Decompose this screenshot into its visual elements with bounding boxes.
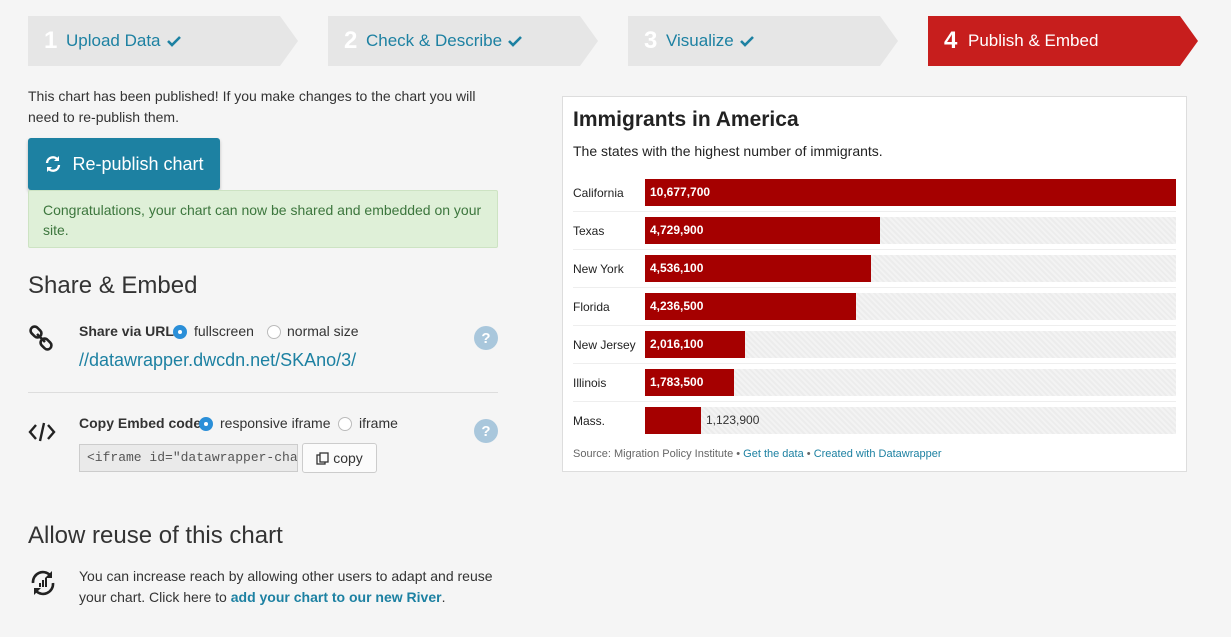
value-label: 4,729,900 [650, 223, 704, 237]
chart-subtitle: The states with the highest number of im… [573, 143, 883, 159]
responsive-iframe-radio[interactable] [199, 417, 213, 431]
refresh-icon [44, 155, 62, 173]
share-embed-heading: Share & Embed [28, 272, 198, 299]
share-url-link[interactable]: //datawrapper.dwcdn.net/SKAno/3/ [79, 350, 357, 370]
river-icon [28, 568, 58, 598]
step-label: Visualize [666, 31, 734, 50]
check-icon [166, 35, 181, 47]
step-number: 1 [44, 27, 58, 54]
reuse-heading: Allow reuse of this chart [28, 522, 283, 549]
category-label: New Jersey [573, 338, 636, 352]
value-label: 1,783,500 [650, 375, 704, 389]
success-alert: Congratulations, your chart can now be s… [28, 190, 498, 248]
step-upload-data[interactable]: 1 Upload Data [28, 16, 298, 66]
copy-label: copy [333, 450, 363, 466]
category-label: New York [573, 262, 624, 276]
bar [645, 293, 856, 320]
value-label: 10,677,700 [650, 185, 711, 199]
embed-code-label: Copy Embed code [79, 415, 202, 431]
step-check-describe[interactable]: 2 Check & Describe [328, 16, 598, 66]
code-icon [28, 421, 56, 443]
step-visualize[interactable]: 3 Visualize [628, 16, 898, 66]
republish-button[interactable]: Re-publish chart [28, 138, 220, 190]
datawrapper-link[interactable]: Created with Datawrapper [813, 448, 942, 460]
row-separator [573, 401, 1176, 402]
bar-chart: California 10,677,700 Texas 4,729,900 New Yo… [563, 97, 1188, 473]
chart-title: Immigrants in America [573, 108, 799, 131]
normal-size-radio[interactable] [267, 325, 281, 339]
normal-size-label[interactable]: normal size [287, 323, 359, 339]
row-separator [573, 249, 1176, 250]
category-label: Texas [573, 224, 605, 238]
reuse-text: You can increase reach by allowing other… [79, 566, 499, 608]
footer-separator: • [806, 448, 811, 460]
republish-label: Re-publish chart [72, 153, 204, 174]
check-icon [508, 35, 522, 47]
bar [645, 179, 1176, 206]
step-label: Publish & Embed [968, 31, 1099, 50]
step-label: Check & Describe [366, 31, 503, 50]
link-icon [28, 325, 54, 351]
chart-footer: Source: Migration Policy Institute • Get… [573, 448, 942, 460]
step-number: 2 [344, 27, 358, 54]
copy-icon [316, 451, 329, 465]
get-data-link[interactable]: Get the data [743, 448, 804, 460]
value-label: 1,123,900 [706, 413, 760, 427]
iframe-radio[interactable] [338, 417, 352, 431]
reuse-text-body: You can increase reach by allowing other… [79, 568, 493, 605]
step-publish-embed[interactable]: 4 Publish & Embed [928, 16, 1198, 66]
value-label: 2,016,100 [650, 337, 704, 351]
step-label: Upload Data [66, 31, 161, 50]
step-number: 4 [944, 27, 958, 54]
divider [28, 392, 498, 393]
iframe-label[interactable]: iframe [359, 415, 398, 431]
footer-separator: • [736, 448, 741, 460]
help-icon[interactable]: ? [474, 326, 498, 350]
category-label: Florida [573, 300, 610, 314]
value-label: 4,536,100 [650, 261, 704, 275]
embed-code-input[interactable]: <iframe id="datawrapper-chart-SK [79, 444, 298, 472]
source-text: Source: Migration Policy Institute [573, 448, 734, 460]
chart-preview: Immigrants in America The states with th… [562, 96, 1187, 472]
river-link[interactable]: add your chart to our new River [230, 589, 442, 605]
help-icon[interactable]: ? [474, 419, 498, 443]
publish-panel: This chart has been published! If you ma… [28, 86, 498, 605]
responsive-iframe-label[interactable]: responsive iframe [220, 415, 331, 431]
category-label: Mass. [573, 414, 606, 428]
bar [645, 369, 734, 396]
row-separator [573, 325, 1176, 326]
bar [645, 255, 871, 282]
row-separator [573, 287, 1176, 288]
copy-button[interactable]: copy [302, 443, 377, 473]
value-label: 4,236,500 [650, 299, 704, 313]
fullscreen-label[interactable]: fullscreen [194, 323, 254, 339]
step-number: 3 [644, 27, 658, 54]
row-separator [573, 363, 1176, 364]
row-separator [573, 211, 1176, 212]
bar [645, 407, 701, 434]
category-label: California [573, 186, 624, 200]
reuse-text-end: . [441, 589, 446, 605]
category-label: Illinois [573, 376, 607, 390]
bar [645, 331, 745, 358]
bar-track [645, 407, 1176, 434]
step-navigation: 1 Upload Data 2 Check & Describe 3 Visua… [28, 16, 1198, 66]
published-message: This chart has been published! If you ma… [28, 88, 476, 125]
check-icon [739, 35, 754, 47]
share-url-label: Share via URL [79, 323, 174, 339]
bar [645, 217, 880, 244]
fullscreen-radio[interactable] [173, 325, 187, 339]
